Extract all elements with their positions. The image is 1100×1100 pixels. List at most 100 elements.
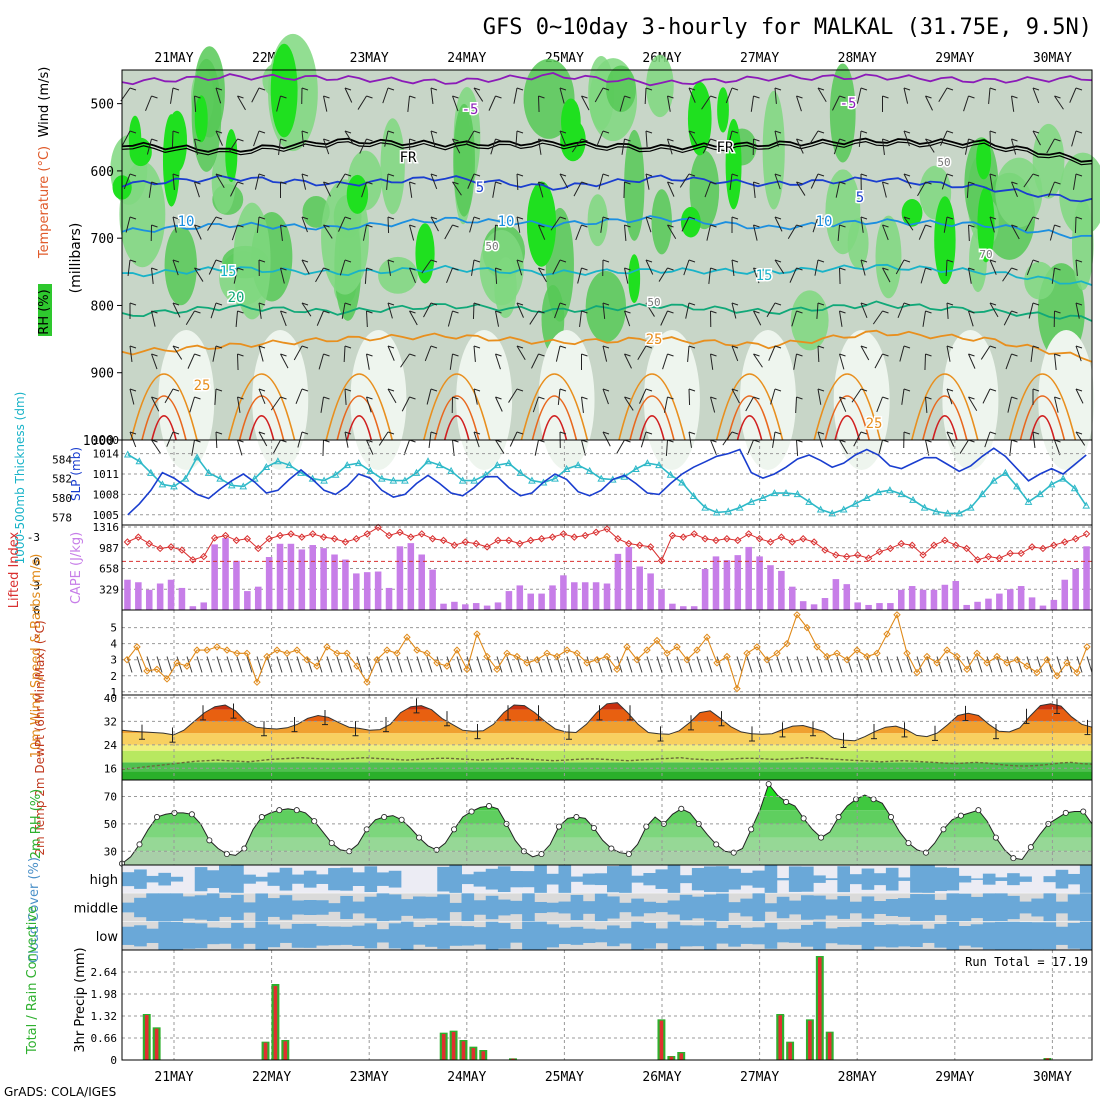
wind-barb bbox=[452, 181, 462, 196]
wind-barb-feather bbox=[495, 181, 502, 185]
li-point bbox=[603, 525, 611, 533]
rh-moist-blob bbox=[995, 157, 1043, 228]
temp-band bbox=[122, 703, 1092, 710]
wind-barb bbox=[469, 216, 475, 233]
wind-barb bbox=[145, 95, 152, 112]
wind-barb bbox=[338, 216, 346, 232]
thickness-point bbox=[354, 459, 363, 467]
wind-barb bbox=[151, 439, 161, 454]
li-point bbox=[537, 535, 546, 543]
cape-bar bbox=[363, 572, 371, 610]
wind-barb-feather bbox=[172, 431, 180, 435]
wind10m-barb bbox=[276, 656, 283, 673]
cloud-cover-cell bbox=[364, 896, 378, 919]
wind-barb bbox=[210, 302, 217, 319]
li-point bbox=[766, 538, 775, 546]
thickness-point bbox=[978, 490, 987, 498]
wind-barb bbox=[982, 388, 991, 404]
wind-barb-feather bbox=[581, 181, 588, 185]
wind-barb bbox=[1075, 302, 1080, 319]
li-point bbox=[461, 538, 470, 546]
wind-barb bbox=[963, 95, 969, 112]
wind-speed-point bbox=[553, 652, 561, 661]
cloud-cover-cell bbox=[497, 923, 511, 949]
li-point bbox=[276, 531, 284, 540]
rh-moist-blob bbox=[378, 256, 418, 294]
cloud-cover-cell bbox=[752, 893, 766, 922]
wind-barb-feather bbox=[301, 130, 309, 134]
wind-barb-feather bbox=[473, 259, 481, 263]
rh-moist-blob bbox=[1024, 261, 1056, 300]
rh-point bbox=[765, 781, 772, 788]
wind-barb bbox=[581, 95, 590, 111]
y-tick-label: 900 bbox=[91, 367, 114, 382]
wind-barb bbox=[817, 345, 820, 363]
cape-bar bbox=[723, 560, 731, 610]
cloud-row-label: low bbox=[96, 930, 119, 945]
wind-barb bbox=[660, 310, 668, 326]
wind-barb-feather bbox=[323, 267, 330, 271]
wind-barb bbox=[795, 396, 797, 414]
contour-label: 25 bbox=[646, 332, 663, 348]
li-point bbox=[254, 544, 262, 553]
temperature-contour bbox=[121, 300, 1093, 322]
cloud-cover-cell bbox=[970, 896, 984, 919]
thickness-point bbox=[135, 457, 144, 465]
y-tick-label: 600 bbox=[91, 165, 114, 180]
contour-label: 70 bbox=[979, 248, 992, 261]
cloud-cover-cell bbox=[449, 865, 462, 894]
wind-barb bbox=[774, 87, 777, 104]
wind-barb bbox=[166, 431, 174, 447]
wind-barb-feather bbox=[129, 130, 137, 134]
cape-bar bbox=[429, 569, 436, 610]
wind-barb bbox=[357, 95, 367, 110]
wind-barb-feather bbox=[882, 138, 889, 142]
rh-point bbox=[975, 807, 982, 814]
cloud-cover-cell bbox=[534, 865, 547, 894]
wind-speed-point bbox=[803, 623, 811, 632]
cloud-cover-cell bbox=[716, 928, 729, 944]
cape-bar bbox=[298, 549, 306, 610]
thickness-point bbox=[782, 489, 790, 497]
li-point bbox=[984, 552, 993, 561]
surface-temp-contour bbox=[1019, 395, 1066, 441]
li-point bbox=[287, 530, 295, 538]
wind-barb-feather bbox=[946, 345, 954, 349]
wind-barb-feather bbox=[882, 224, 889, 228]
wind-barb bbox=[516, 216, 521, 233]
wind-barb-feather bbox=[129, 87, 137, 91]
cloud-cover-cell bbox=[813, 875, 826, 883]
wind-barb bbox=[555, 345, 561, 362]
wind-barb-feather bbox=[817, 259, 825, 263]
wind-speed-point bbox=[243, 649, 251, 658]
wind-barb bbox=[430, 173, 438, 190]
wind-barb bbox=[637, 345, 647, 360]
thickness-tick-label: 580 bbox=[52, 492, 72, 505]
cloud-cover-cell bbox=[716, 893, 729, 922]
cape-bar bbox=[636, 566, 643, 610]
cape-bar bbox=[898, 589, 905, 610]
wind-barb-feather bbox=[581, 95, 588, 99]
wind-barb-feather bbox=[667, 310, 674, 314]
wind-barb-feather bbox=[860, 345, 868, 349]
cape-bar bbox=[211, 544, 218, 610]
wind-barb bbox=[344, 87, 353, 103]
wind10m-barb bbox=[316, 656, 323, 673]
cloud-cover-cell bbox=[655, 928, 669, 944]
wind-barb-feather bbox=[602, 302, 610, 306]
rh-saturated-blob bbox=[901, 199, 923, 227]
wind-barb bbox=[407, 95, 410, 112]
cloud-cover-cell bbox=[182, 896, 196, 919]
wind-barb bbox=[280, 310, 287, 327]
wind-barb bbox=[164, 388, 174, 404]
wind-speed-point bbox=[323, 643, 331, 651]
wind-barb-feather bbox=[172, 259, 180, 263]
precip-tick-label: 1.32 bbox=[91, 1010, 118, 1023]
li-point bbox=[527, 536, 535, 545]
wind-barb bbox=[151, 267, 154, 284]
wind-barb-feather bbox=[710, 310, 717, 314]
rh-dry-blob bbox=[158, 330, 215, 470]
wind-barb bbox=[882, 224, 889, 241]
wind-barb-feather bbox=[1054, 181, 1061, 185]
